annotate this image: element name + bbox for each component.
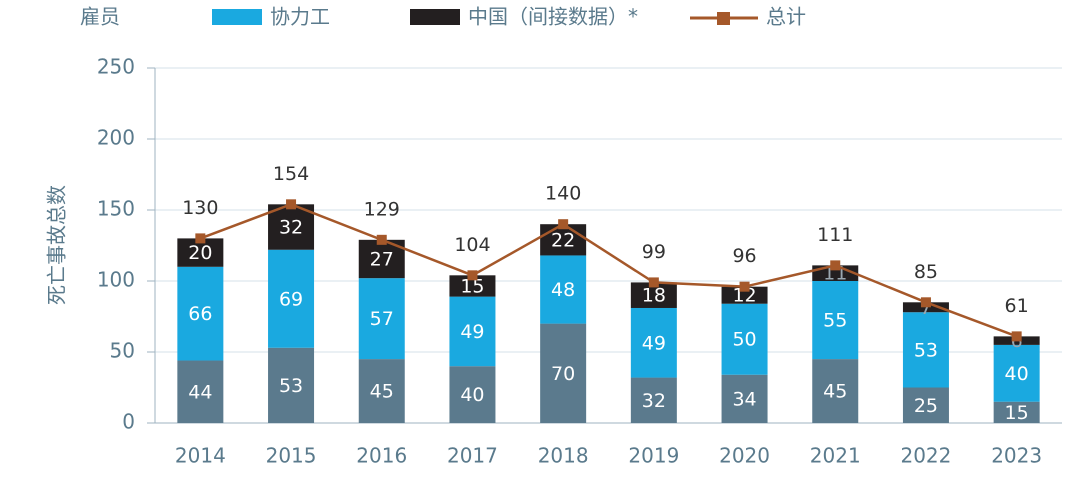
value-label: 45: [823, 381, 847, 403]
legend-swatch: [212, 9, 262, 25]
value-label: 45: [370, 381, 394, 403]
total-label: 140: [545, 183, 581, 205]
bar-segment: [721, 374, 768, 423]
bar-segment: [268, 347, 315, 423]
total-marker: [195, 233, 206, 244]
total-label: 104: [454, 234, 490, 256]
x-tick-label: 2019: [628, 444, 679, 468]
value-label: 25: [914, 395, 938, 417]
x-tick-label: 2021: [810, 444, 861, 468]
total-marker: [286, 199, 297, 210]
bar-segment: [630, 307, 677, 378]
y-tick-label: 50: [110, 339, 135, 363]
bar-segment: [993, 344, 1040, 402]
legend-swatch: [717, 12, 730, 25]
value-label: 57: [370, 308, 394, 330]
bar-segment: [358, 359, 405, 423]
bar-segment: [177, 266, 224, 361]
total-label: 96: [732, 245, 756, 267]
y-tick-label: 100: [97, 268, 135, 292]
legend-label: 总计: [766, 5, 806, 29]
total-label: 129: [364, 198, 400, 220]
total-marker: [739, 281, 750, 292]
legend-label: 中国（间接数据）*: [468, 5, 638, 29]
value-label: 22: [551, 229, 575, 251]
total-marker: [1011, 331, 1022, 342]
x-tick-label: 2022: [900, 444, 951, 468]
total-label: 154: [273, 163, 309, 185]
x-tick-label: 2014: [175, 444, 226, 468]
value-label: 20: [188, 242, 212, 264]
total-label: 99: [642, 241, 666, 263]
value-label: 69: [279, 288, 303, 310]
value-label: 27: [370, 248, 394, 270]
y-axis-label: 死亡事故总数: [45, 185, 69, 305]
total-marker: [920, 297, 931, 308]
legend-swatch: [410, 9, 460, 25]
y-tick-label: 0: [122, 410, 135, 434]
value-label: 53: [914, 339, 938, 361]
bar-segment: [993, 401, 1040, 423]
x-tick-label: 2015: [266, 444, 317, 468]
bar-segment: [358, 278, 405, 360]
legend-label: 协力工: [270, 5, 330, 29]
total-marker: [467, 270, 478, 281]
bar-segment: [540, 323, 587, 423]
total-marker: [558, 219, 569, 230]
bar-segment: [177, 360, 224, 423]
total-marker: [376, 234, 387, 245]
bar-segment: [902, 387, 949, 423]
x-tick-label: 2017: [447, 444, 498, 468]
y-tick-label: 150: [97, 197, 135, 221]
value-label: 49: [460, 321, 484, 343]
bar-segment: [449, 366, 496, 423]
bar-segment: [540, 255, 587, 324]
bar-segment: [812, 281, 859, 360]
value-label: 32: [279, 217, 303, 239]
bar-segment: [721, 303, 768, 375]
value-label: 70: [551, 363, 575, 385]
x-tick-label: 2018: [538, 444, 589, 468]
value-label: 12: [732, 285, 756, 307]
value-label: 34: [732, 388, 756, 410]
bar-segment: [630, 377, 677, 423]
total-label: 130: [182, 197, 218, 219]
bar-segment: [268, 204, 315, 250]
y-tick-label: 200: [97, 126, 135, 150]
x-tick-label: 2023: [991, 444, 1042, 468]
bar-segment: [449, 275, 496, 297]
legend-label: 雇员: [80, 5, 120, 29]
value-label: 48: [551, 279, 575, 301]
bar-segment: [812, 359, 859, 423]
value-label: 53: [279, 375, 303, 397]
bar-segment: [449, 296, 496, 367]
value-label: 50: [732, 329, 756, 351]
value-label: 15: [1005, 402, 1029, 424]
total-line: [199, 202, 1018, 338]
total-marker: [830, 260, 841, 271]
value-label: 44: [188, 381, 212, 403]
value-label: 32: [642, 390, 666, 412]
y-tick-label: 250: [97, 55, 135, 79]
total-marker: [648, 277, 659, 288]
x-tick-label: 2020: [719, 444, 770, 468]
bar-segment: [721, 286, 768, 304]
total-label: 111: [817, 224, 853, 246]
bar-segment: [268, 249, 315, 348]
x-tick-label: 2016: [356, 444, 407, 468]
value-label: 40: [460, 384, 484, 406]
bar-segment: [902, 312, 949, 388]
value-label: 40: [1005, 363, 1029, 385]
value-label: 15: [460, 275, 484, 297]
value-label: 18: [642, 285, 666, 307]
value-label: 55: [823, 310, 847, 332]
total-label: 61: [1005, 295, 1029, 317]
value-label: 49: [642, 332, 666, 354]
total-label: 85: [914, 261, 938, 283]
bar-segment: [540, 224, 587, 256]
value-label: 66: [188, 303, 212, 325]
